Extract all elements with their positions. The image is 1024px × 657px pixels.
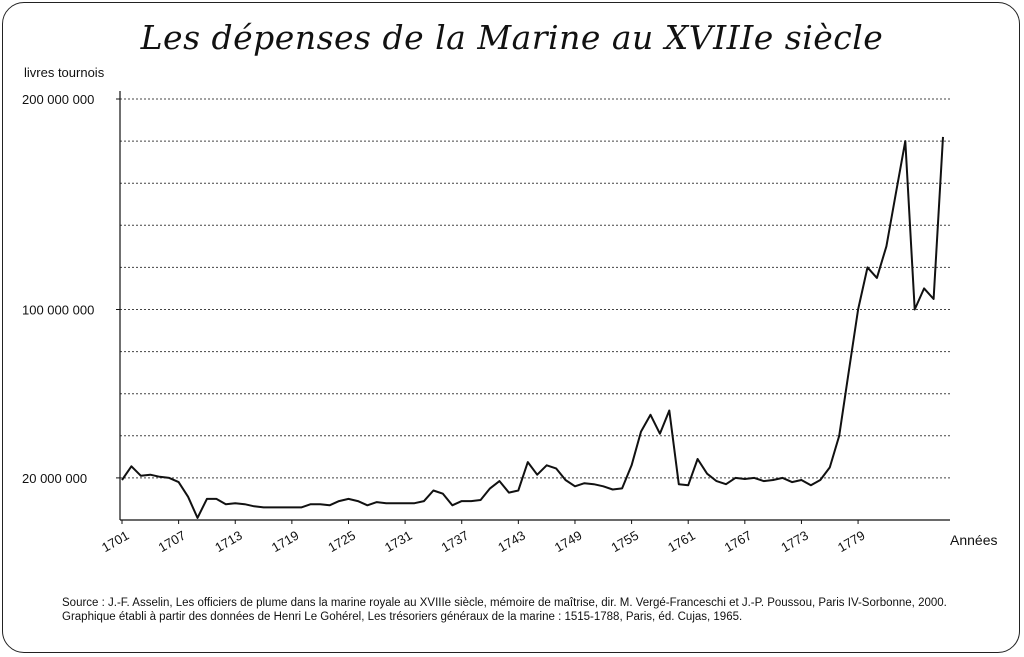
series-group bbox=[121, 136, 944, 519]
x-tick-label: 1737 bbox=[439, 528, 472, 555]
x-tick-label: 1743 bbox=[495, 528, 528, 555]
y-tick-label: 20 000 000 bbox=[22, 471, 87, 486]
x-tick-label: 1779 bbox=[835, 528, 868, 555]
x-tick-label: 1767 bbox=[722, 528, 755, 555]
y-axis-label: livres tournois bbox=[24, 65, 105, 80]
source-line: Graphique établi à partir des données de… bbox=[62, 611, 743, 623]
x-tick-label: 1755 bbox=[609, 528, 642, 555]
axes bbox=[119, 91, 950, 521]
source-line: Source : J.-F. Asselin, Les officiers de… bbox=[62, 597, 947, 609]
tick-labels: 200 000 000 100 000 000 20 000 000 1701 1707… bbox=[22, 92, 868, 555]
x-tick-label: 1749 bbox=[552, 528, 585, 555]
x-tick-label: 1701 bbox=[99, 528, 132, 555]
x-tick-label: 1761 bbox=[665, 528, 698, 555]
y-tick-label: 100 000 000 bbox=[22, 303, 94, 318]
x-tick-label: 1773 bbox=[778, 528, 811, 555]
series-line bbox=[121, 136, 944, 519]
grid-lines bbox=[120, 98, 950, 479]
x-tick-label: 1719 bbox=[269, 528, 302, 555]
source-note: Source : J.-F. Asselin, Les officiers de… bbox=[62, 596, 967, 624]
x-axis-label: Années bbox=[950, 532, 998, 548]
x-tick-label: 1731 bbox=[382, 528, 415, 555]
chart-title: Les dépenses de la Marine au XVIIIe sièc… bbox=[140, 18, 884, 57]
x-tick-label: 1725 bbox=[325, 528, 358, 555]
x-tick-label: 1713 bbox=[212, 528, 245, 555]
x-tick-label: 1707 bbox=[156, 528, 189, 555]
y-tick-label: 200 000 000 bbox=[22, 92, 94, 107]
